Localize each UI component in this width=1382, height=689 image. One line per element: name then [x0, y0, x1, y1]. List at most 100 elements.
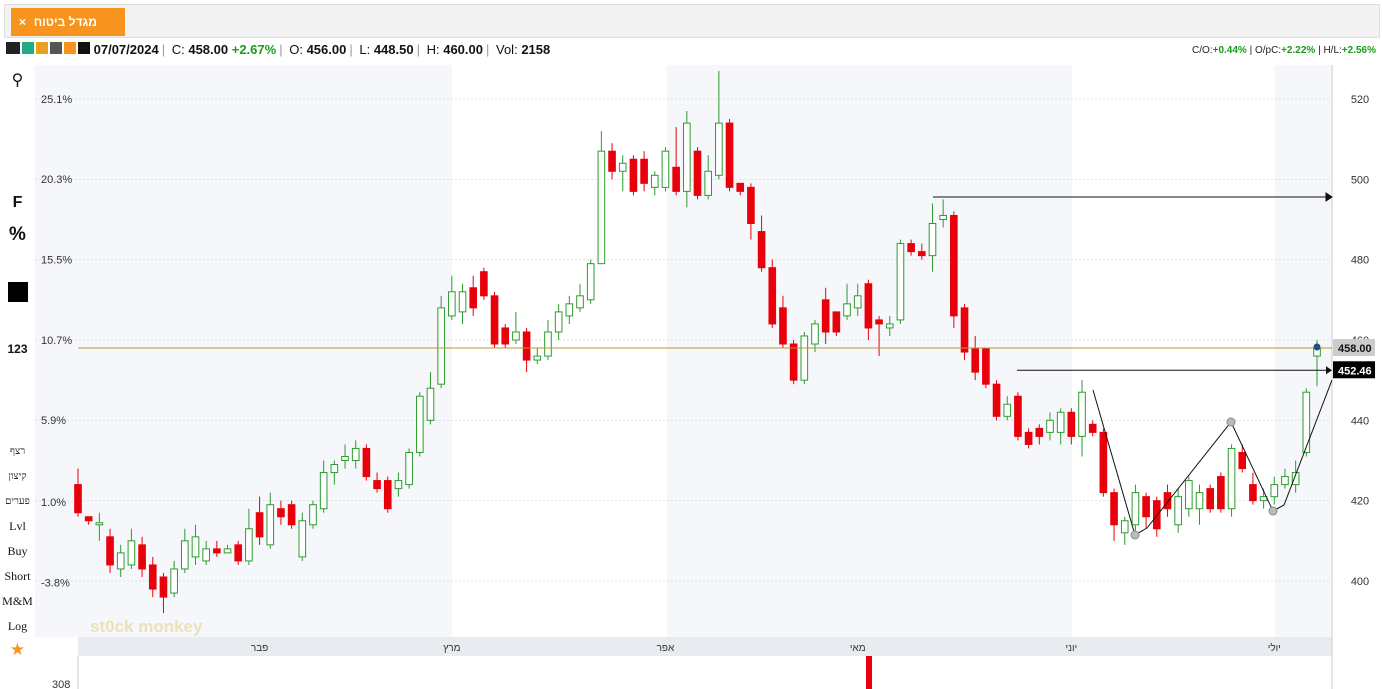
tool[interactable]: Log — [7, 619, 28, 633]
candle-body — [394, 480, 403, 490]
tool[interactable]: Short — [4, 569, 31, 583]
y2-tick-label: 5.9% — [41, 415, 66, 427]
tool[interactable] — [0, 282, 35, 306]
change: +2.67% — [231, 42, 277, 57]
tool[interactable]: Buy — [7, 544, 28, 558]
candle-body — [116, 552, 125, 570]
candle-body — [885, 323, 894, 329]
candle-body — [180, 540, 189, 570]
icons[interactable] — [6, 42, 90, 54]
last-dot — [1313, 343, 1321, 351]
tab[interactable]: ×מגדל ביטוח יומי — [11, 8, 125, 57]
candle-body — [1249, 484, 1257, 502]
candle-body — [1088, 423, 1097, 433]
close-tab[interactable]: × — [19, 15, 27, 29]
candle-body — [768, 267, 777, 325]
x-tick-label: פבר — [251, 643, 268, 654]
candle-body — [1291, 472, 1300, 486]
candle-body — [907, 243, 915, 253]
candle-body — [84, 516, 93, 522]
candle-body — [1206, 488, 1215, 510]
y2-tick-label: 25.1% — [41, 94, 72, 106]
candle-body — [1046, 419, 1054, 433]
candle-body — [939, 214, 947, 220]
y2-tick-label: 15.5% — [41, 255, 72, 267]
candle-body — [747, 186, 755, 225]
candle-body — [586, 263, 595, 301]
candle-body — [629, 158, 638, 192]
value: +2.22% — [1281, 45, 1316, 56]
candle-body — [277, 508, 285, 518]
date: 07/07/2024 — [93, 42, 159, 57]
candle-body — [1014, 395, 1022, 437]
tool[interactable]: Lvl — [9, 519, 26, 533]
tool[interactable]: M&M — [2, 594, 33, 608]
value: 456.00 — [306, 42, 347, 57]
tool[interactable]: ⚲ — [11, 70, 24, 89]
candle-body — [287, 504, 296, 526]
y-tick-label: 520 — [1351, 94, 1369, 106]
value: 2158 — [521, 42, 551, 57]
tool[interactable]: ★ — [9, 640, 26, 660]
y2-tick-label: 20.3% — [41, 174, 72, 186]
tool[interactable]: 123 — [7, 342, 28, 356]
candle-body — [405, 451, 413, 486]
candle-body — [992, 383, 1001, 417]
candle-body — [373, 480, 381, 490]
candle-body — [1281, 476, 1289, 486]
candle-body — [693, 150, 702, 196]
candle-body — [1142, 496, 1150, 518]
candle-body — [309, 504, 317, 526]
y-tick-label: 480 — [1351, 255, 1369, 267]
tool[interactable]: פערים — [5, 496, 30, 507]
x-tick-label: יולי — [1268, 642, 1281, 654]
price-box — [1333, 339, 1375, 357]
x-tick-label: מרץ — [443, 643, 460, 654]
candle-body — [223, 548, 232, 554]
pivots — [1130, 417, 1278, 540]
candle-body — [1099, 431, 1108, 494]
candle-body — [832, 311, 841, 333]
tool[interactable]: F — [12, 194, 23, 211]
candle-body — [618, 162, 627, 172]
value: +2.56% — [1341, 45, 1376, 56]
candle-body — [640, 158, 648, 184]
candle-body — [811, 323, 819, 345]
candle-body — [1024, 431, 1033, 445]
candle-body — [544, 331, 552, 357]
candle-body — [330, 464, 339, 474]
tool[interactable]: קיצון — [8, 471, 27, 482]
price-label: 458.00 — [1338, 343, 1372, 355]
candle-body — [982, 347, 990, 385]
volume-bar — [866, 656, 872, 689]
candle-body — [960, 307, 969, 353]
x-tick-label: מאי — [850, 643, 866, 654]
label: H/L: — [1323, 45, 1342, 56]
toolbar: ⚲ F % 123 רצף קיצון פערים Lvl Buy Short … — [0, 66, 35, 689]
candle-body — [255, 512, 264, 538]
candle-body — [469, 287, 478, 309]
candle-body — [202, 548, 210, 562]
candle-body — [1120, 520, 1129, 534]
candle-body — [1152, 500, 1161, 530]
y-tick-label: 420 — [1351, 496, 1369, 508]
candle-body — [1131, 492, 1140, 526]
candle-body — [597, 150, 606, 265]
candle-body — [1035, 427, 1044, 437]
candle-body — [950, 214, 958, 317]
candle-body — [971, 347, 980, 373]
value: 448.50 — [373, 42, 414, 57]
band — [35, 65, 452, 637]
label: Vol: — [496, 42, 518, 57]
candle-body — [448, 291, 456, 317]
x-tick-label: יוני — [1065, 643, 1077, 654]
watermark: st0ck monkey — [90, 617, 203, 636]
tool[interactable]: % — [9, 224, 26, 245]
candle-body — [554, 311, 563, 333]
candle-body — [106, 536, 114, 566]
candle-body — [95, 522, 104, 526]
candle-body — [213, 548, 221, 554]
candle-body — [1227, 447, 1236, 510]
candle-body — [1259, 496, 1268, 502]
tool[interactable]: רצף — [9, 446, 26, 457]
